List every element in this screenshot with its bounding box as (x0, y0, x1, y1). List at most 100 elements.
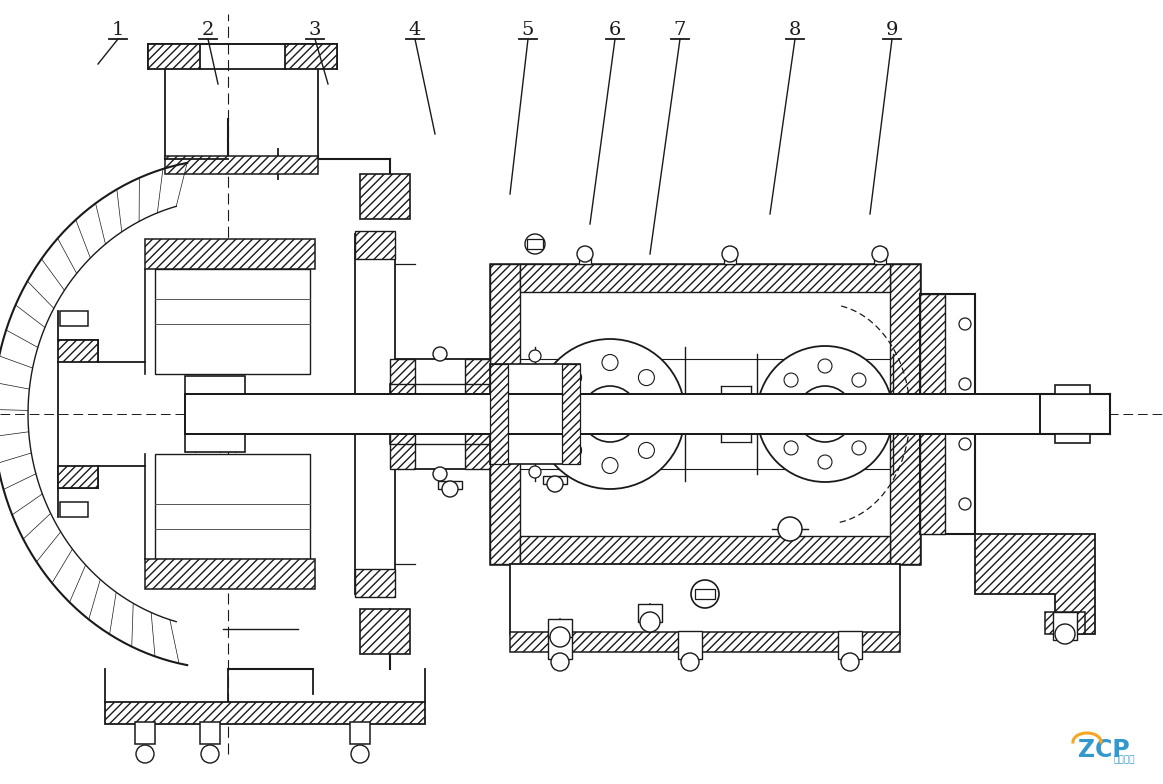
Polygon shape (165, 156, 317, 174)
Circle shape (959, 378, 971, 390)
Circle shape (136, 745, 154, 763)
Polygon shape (695, 589, 715, 599)
Polygon shape (678, 631, 702, 659)
Text: 5: 5 (522, 21, 534, 39)
Polygon shape (490, 264, 520, 564)
Circle shape (784, 441, 798, 455)
Polygon shape (1055, 434, 1090, 443)
Circle shape (602, 354, 618, 371)
Circle shape (872, 246, 889, 262)
Polygon shape (548, 631, 572, 659)
Polygon shape (155, 454, 311, 559)
Polygon shape (520, 264, 890, 292)
Circle shape (959, 438, 971, 450)
Polygon shape (890, 264, 920, 564)
Polygon shape (58, 466, 98, 488)
Polygon shape (60, 311, 88, 326)
Circle shape (582, 386, 638, 442)
Polygon shape (920, 294, 975, 534)
Polygon shape (105, 702, 424, 724)
Polygon shape (355, 231, 395, 259)
Circle shape (565, 442, 582, 459)
Text: 1: 1 (112, 21, 124, 39)
Circle shape (757, 346, 893, 482)
Polygon shape (579, 248, 591, 264)
Polygon shape (355, 234, 395, 594)
Polygon shape (839, 631, 862, 659)
Circle shape (577, 246, 593, 262)
Polygon shape (185, 376, 245, 452)
Circle shape (691, 580, 719, 608)
Circle shape (638, 442, 655, 459)
Circle shape (778, 517, 802, 541)
Circle shape (551, 653, 569, 671)
Text: 3: 3 (308, 21, 321, 39)
Text: 2: 2 (202, 21, 214, 39)
Text: 9: 9 (886, 21, 898, 39)
Circle shape (525, 234, 545, 254)
Circle shape (682, 653, 699, 671)
Polygon shape (200, 722, 220, 744)
Circle shape (602, 458, 618, 474)
Polygon shape (1046, 612, 1085, 634)
Circle shape (770, 407, 784, 421)
Polygon shape (975, 534, 1096, 634)
Polygon shape (285, 44, 337, 69)
Polygon shape (390, 359, 415, 469)
Polygon shape (490, 264, 920, 564)
Polygon shape (155, 269, 311, 374)
Polygon shape (148, 44, 200, 69)
Polygon shape (135, 722, 155, 744)
Circle shape (638, 369, 655, 386)
Polygon shape (350, 722, 370, 744)
Polygon shape (875, 248, 886, 264)
Circle shape (654, 406, 670, 422)
Circle shape (201, 745, 219, 763)
Circle shape (529, 466, 541, 478)
Polygon shape (511, 632, 900, 652)
Text: 4: 4 (409, 21, 421, 39)
Circle shape (852, 373, 866, 387)
Polygon shape (1040, 394, 1110, 434)
Circle shape (959, 498, 971, 510)
Circle shape (841, 653, 859, 671)
Polygon shape (548, 619, 572, 637)
Text: 化工泵业: 化工泵业 (1113, 755, 1134, 764)
Polygon shape (355, 569, 395, 597)
Circle shape (959, 318, 971, 330)
Polygon shape (490, 364, 580, 464)
Polygon shape (145, 559, 315, 589)
Polygon shape (527, 239, 543, 249)
Circle shape (722, 246, 739, 262)
Circle shape (550, 627, 570, 647)
Circle shape (784, 373, 798, 387)
Circle shape (818, 359, 832, 373)
Circle shape (442, 481, 458, 497)
Circle shape (866, 407, 880, 421)
Polygon shape (1053, 612, 1077, 640)
Polygon shape (145, 239, 315, 269)
Text: ZCP: ZCP (1078, 738, 1129, 762)
Polygon shape (638, 604, 662, 622)
Polygon shape (465, 359, 490, 469)
Polygon shape (920, 294, 946, 534)
Polygon shape (511, 564, 900, 634)
Polygon shape (490, 364, 508, 464)
Circle shape (433, 347, 447, 361)
Circle shape (852, 441, 866, 455)
Text: 6: 6 (608, 21, 621, 39)
Circle shape (550, 406, 566, 422)
Circle shape (797, 386, 852, 442)
Text: 8: 8 (789, 21, 801, 39)
Circle shape (1055, 624, 1075, 644)
Circle shape (640, 612, 659, 632)
Polygon shape (1055, 385, 1090, 394)
Polygon shape (725, 248, 736, 264)
Circle shape (535, 339, 685, 489)
Circle shape (433, 467, 447, 481)
Polygon shape (390, 359, 490, 469)
Polygon shape (520, 536, 890, 564)
Text: 7: 7 (673, 21, 686, 39)
Polygon shape (543, 476, 568, 484)
Circle shape (351, 745, 369, 763)
